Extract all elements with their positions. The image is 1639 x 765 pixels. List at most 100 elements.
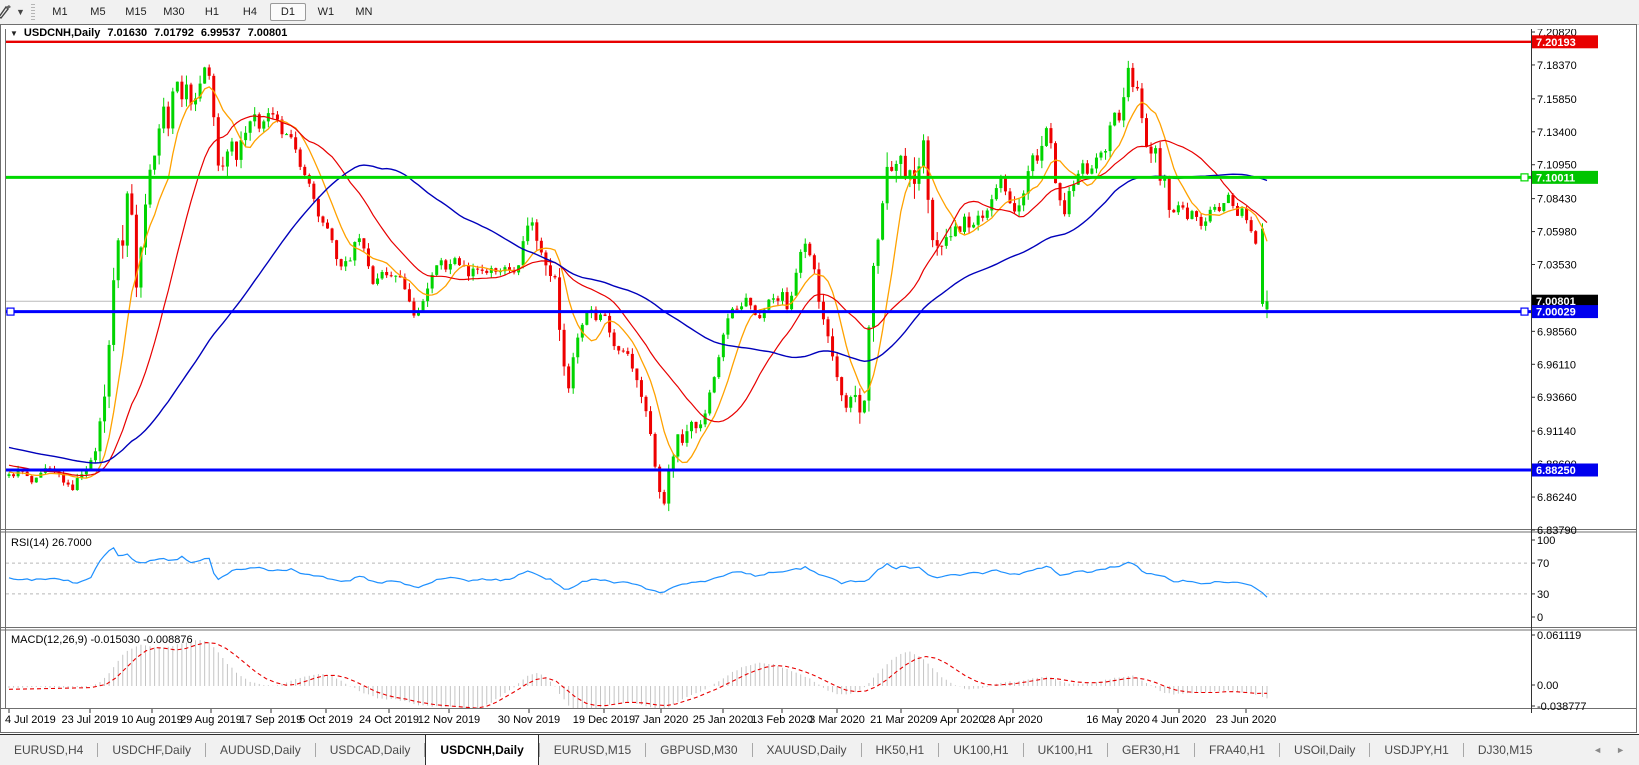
candle-body bbox=[953, 226, 957, 237]
price-box-label: 7.00029 bbox=[1536, 307, 1576, 319]
price-tick-label: 6.86240 bbox=[1537, 492, 1577, 504]
symbol-tab-EURUSD-H4[interactable]: EURUSD,H4 bbox=[14, 743, 84, 757]
price-tick-label: 7.20820 bbox=[1537, 29, 1577, 39]
candle-body bbox=[658, 466, 662, 493]
candle-body bbox=[235, 141, 238, 160]
symbol-tab-AUDUSD-Daily[interactable]: AUDUSD,Daily bbox=[220, 743, 301, 757]
timeframe-button-MN[interactable]: MN bbox=[355, 6, 373, 18]
macd-pane[interactable] bbox=[8, 640, 1268, 711]
candle-body bbox=[144, 204, 147, 248]
price-tick-label: 6.83790 bbox=[1537, 525, 1577, 537]
candle-body bbox=[125, 193, 129, 246]
candle-body bbox=[389, 275, 393, 277]
date-label: 23 Jul 2019 bbox=[62, 714, 119, 726]
hline-handle[interactable] bbox=[6, 307, 15, 316]
candle-body bbox=[1190, 211, 1194, 219]
candle-body bbox=[767, 299, 771, 310]
candle-body bbox=[84, 470, 88, 475]
scroll-left-icon[interactable]: ◄ bbox=[1593, 745, 1603, 755]
candle-body bbox=[890, 166, 894, 171]
price-box-label: 7.10011 bbox=[1536, 172, 1575, 184]
candle-body bbox=[1122, 97, 1126, 121]
candle-body bbox=[30, 476, 34, 483]
timeframe-button-H4[interactable]: H4 bbox=[242, 6, 257, 18]
candle-body bbox=[840, 377, 844, 396]
candle-body bbox=[430, 274, 434, 289]
candle-body bbox=[835, 356, 839, 378]
candle-body bbox=[812, 255, 816, 270]
candle-body bbox=[653, 434, 657, 467]
date-label: 7 Jan 2020 bbox=[634, 714, 688, 726]
candle-body bbox=[398, 275, 402, 278]
price-tick-label: 6.98560 bbox=[1537, 326, 1577, 338]
candle-body bbox=[330, 228, 334, 241]
timeframe-button-M5[interactable]: M5 bbox=[90, 6, 106, 18]
candle-body bbox=[1008, 191, 1012, 204]
chevron-down-icon[interactable]: ▼ bbox=[16, 7, 25, 17]
timeframe-button-M30[interactable]: M30 bbox=[163, 6, 185, 18]
scroll-right-icon[interactable]: ► bbox=[1616, 745, 1625, 755]
candle-body bbox=[699, 424, 703, 429]
timeframe-button-W1[interactable]: W1 bbox=[317, 6, 335, 18]
candle-body bbox=[858, 394, 862, 413]
hline-handle[interactable] bbox=[1520, 307, 1529, 316]
candle-body bbox=[326, 222, 329, 229]
drawing-tool-icon bbox=[0, 5, 11, 19]
candle-body bbox=[1213, 206, 1217, 210]
symbol-tab-UK100-H1[interactable]: UK100,H1 bbox=[953, 743, 1009, 757]
symbol-tab-GER30-H1[interactable]: GER30,H1 bbox=[1121, 743, 1180, 757]
symbol-tab-USDJPY-H1[interactable]: USDJPY,H1 bbox=[1384, 743, 1449, 757]
symbol-tab-GBPUSD-M30[interactable]: GBPUSD,M30 bbox=[660, 743, 738, 757]
symbol-tab-USDCHF-Daily[interactable]: USDCHF,Daily bbox=[112, 743, 192, 757]
candle-body bbox=[844, 395, 848, 408]
candle-body bbox=[603, 314, 607, 316]
drawing-tool-button[interactable] bbox=[0, 4, 13, 20]
candle-body bbox=[981, 215, 985, 218]
candle-body bbox=[776, 298, 780, 301]
symbol-tab-USDCAD-Daily[interactable]: USDCAD,Daily bbox=[329, 743, 411, 757]
symbol-tab-FRA40-H1[interactable]: FRA40,H1 bbox=[1209, 743, 1266, 757]
tab-separator bbox=[938, 743, 940, 757]
candle-body bbox=[380, 272, 384, 279]
rsi-pane[interactable] bbox=[6, 546, 1531, 598]
price-box-7.10011 bbox=[1532, 170, 1598, 184]
candle-body bbox=[62, 473, 66, 483]
chart-window: ▼ USDCNH,Daily 7.01630 7.01792 6.99537 7… bbox=[0, 24, 1637, 733]
hline-handle[interactable] bbox=[1520, 173, 1529, 182]
symbol-tab-EURUSD-M15[interactable]: EURUSD,M15 bbox=[553, 743, 632, 757]
timeframe-button-M1[interactable]: M1 bbox=[52, 6, 68, 18]
candle-body bbox=[12, 474, 16, 477]
candle-body bbox=[75, 478, 79, 491]
main-price-pane[interactable] bbox=[6, 60, 1531, 512]
candle-body bbox=[71, 484, 75, 491]
candle-body bbox=[285, 134, 289, 136]
symbol-tab-UK100-H1[interactable]: UK100,H1 bbox=[1037, 743, 1093, 757]
candle-body bbox=[853, 394, 857, 398]
date-label: 30 Nov 2019 bbox=[498, 714, 560, 726]
candle-body bbox=[944, 237, 948, 246]
date-label: 13 Feb 2020 bbox=[751, 714, 813, 726]
date-label: 5 Oct 2019 bbox=[299, 714, 353, 726]
candle-body bbox=[762, 309, 766, 319]
candle-body bbox=[1054, 143, 1057, 184]
candle-body bbox=[353, 242, 357, 261]
chart-canvas[interactable]: RSI(14) 26.7000 MACD(12,26,9) -0.015030 -… bbox=[1, 29, 1636, 733]
symbol-tab-HK50-H1[interactable]: HK50,H1 bbox=[875, 743, 925, 757]
candle-body bbox=[630, 353, 634, 369]
price-tick-label: 7.08430 bbox=[1537, 194, 1577, 206]
candle-body bbox=[639, 380, 643, 397]
symbol-tab-USOil-Daily[interactable]: USOil,Daily bbox=[1294, 743, 1356, 757]
symbol-tab-XAUUSD-Daily[interactable]: XAUUSD,Daily bbox=[766, 743, 847, 757]
timeframe-button-D1[interactable]: D1 bbox=[269, 3, 306, 21]
symbol-tab-DJ30-M15[interactable]: DJ30,M15 bbox=[1477, 743, 1533, 757]
candle-body bbox=[407, 289, 411, 302]
candle-body bbox=[1117, 112, 1121, 121]
candle-body bbox=[526, 225, 530, 242]
candle-body bbox=[248, 121, 252, 133]
timeframe-button-M15[interactable]: M15 bbox=[125, 6, 147, 18]
symbol-tab-USDCNH-Daily[interactable]: USDCNH,Daily bbox=[425, 734, 539, 765]
candle-body bbox=[1063, 200, 1067, 215]
price-tick-label: 6.93660 bbox=[1537, 392, 1577, 404]
candle-body bbox=[1135, 86, 1139, 89]
timeframe-button-H1[interactable]: H1 bbox=[204, 6, 219, 18]
